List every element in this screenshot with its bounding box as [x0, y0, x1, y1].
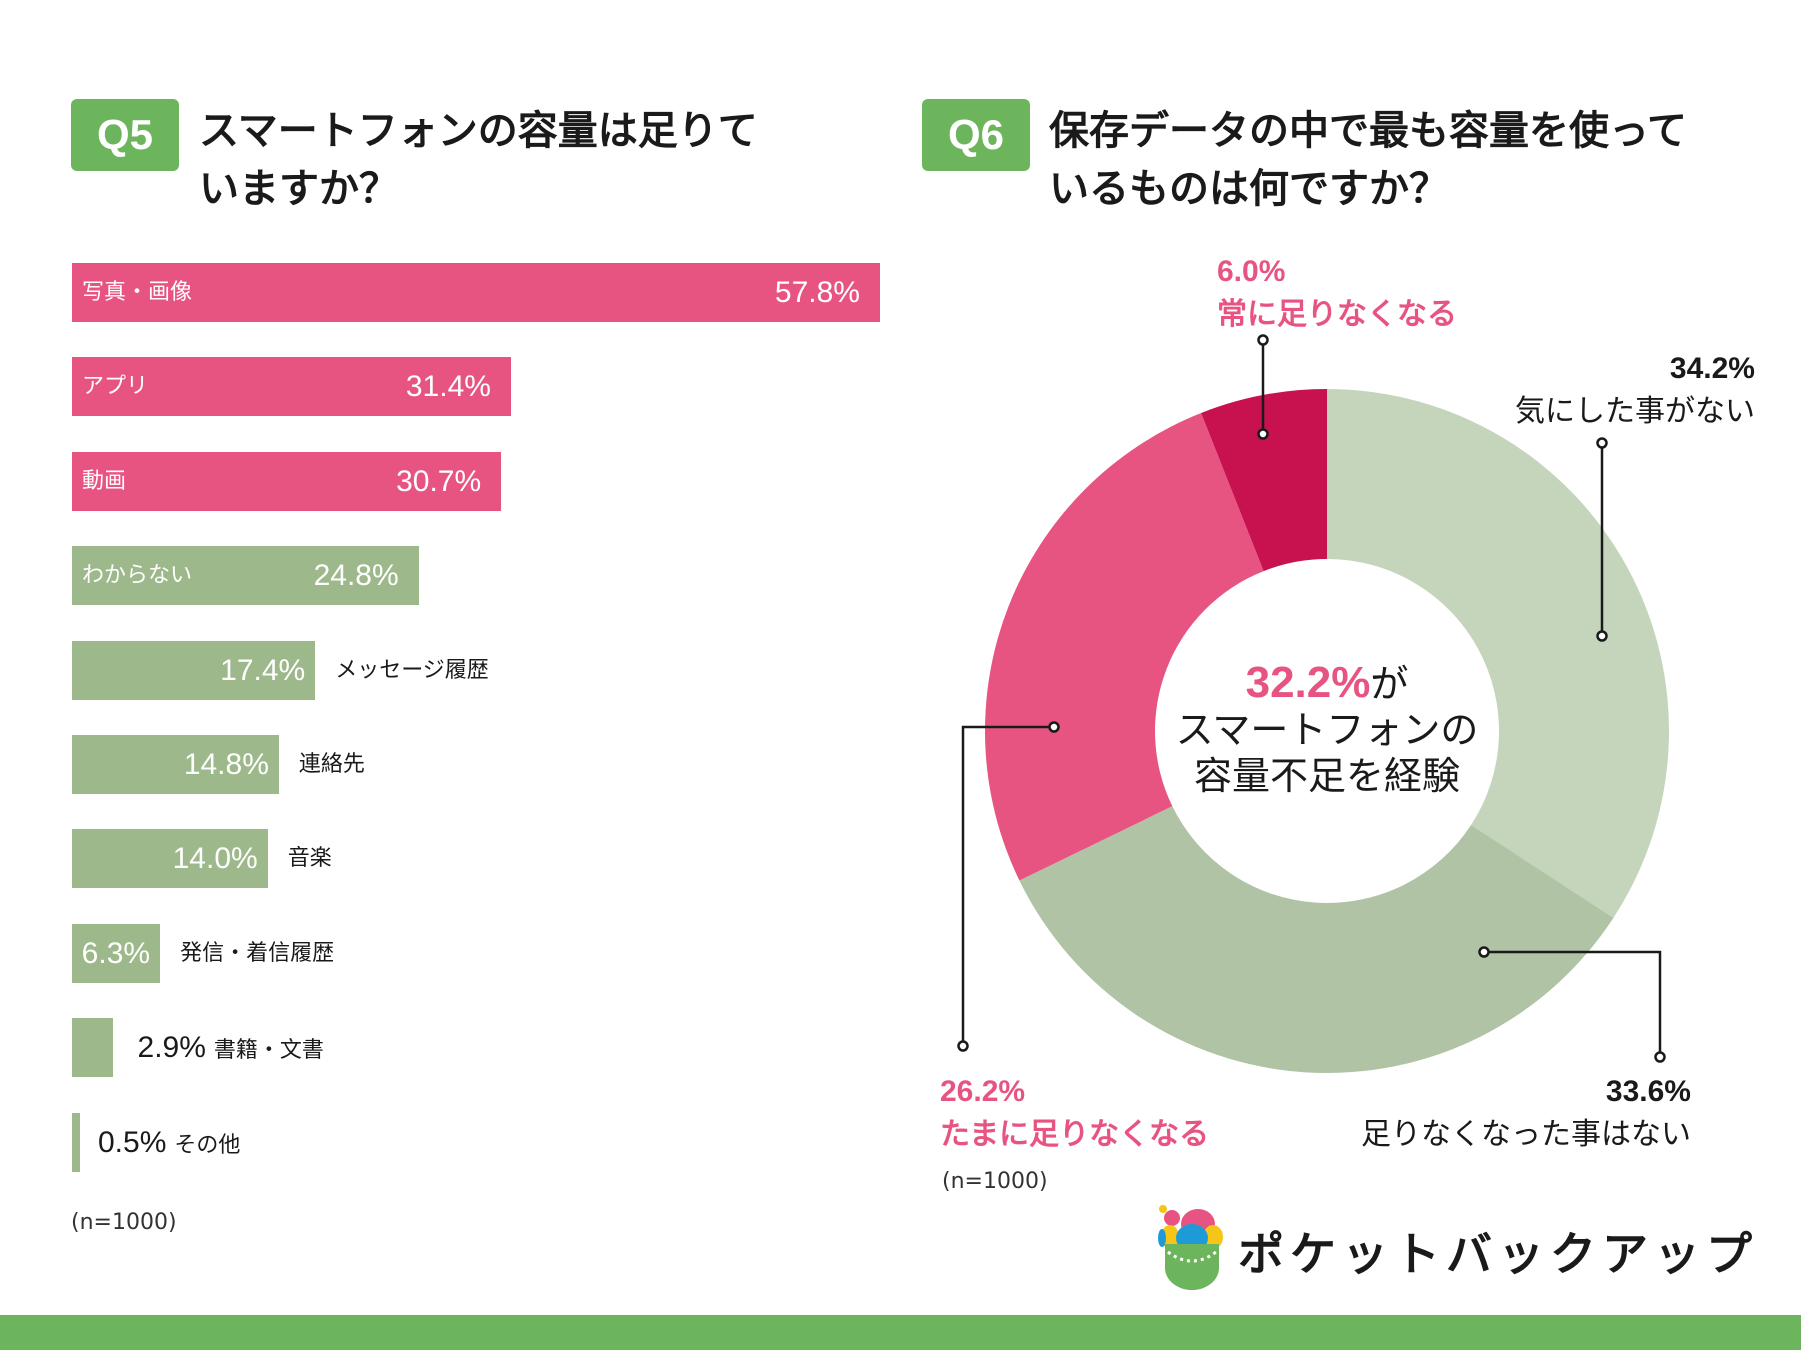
bar-label: メッセージ履歴 — [335, 657, 489, 683]
q5-badge: Q5 — [71, 99, 179, 171]
bar-label: アプリ — [82, 374, 149, 400]
leader-lines — [961, 340, 1662, 1057]
leader-line-never-short — [1484, 950, 1662, 1057]
bar-label: 写真・画像 — [82, 280, 193, 305]
q5-title: スマートフォンの容量は足りて いますか？ — [199, 102, 758, 218]
bar-label: 書籍・文書 — [213, 1038, 324, 1064]
label-always: 6.0% 常に足りなくなる — [1217, 255, 1457, 333]
q6-title-line1: 保存データの中で最も容量を使って — [1049, 108, 1687, 154]
footer-bar — [0, 1315, 1801, 1350]
donut-center-text: 32.2%が スマートフォンの 容量不足を経験 — [1127, 660, 1527, 799]
q5-title-line1: スマートフォンの容量は足りて — [199, 108, 758, 154]
bar: 6.3% — [72, 923, 161, 983]
bar: 動画 30.7% — [72, 451, 502, 511]
q6-title: 保存データの中で最も容量を使って いるものは何ですか？ — [1049, 102, 1687, 218]
center-highlight: 32.2% — [1245, 658, 1371, 707]
label-never-short-text: 足りなくなった事はない — [1361, 1117, 1691, 1152]
slice-always — [1201, 389, 1327, 572]
q5-title-line2: いますか？ — [199, 166, 399, 212]
leader-line-sometimes — [961, 725, 1054, 1046]
bar: 写真・画像 57.8% — [72, 263, 880, 322]
bar — [72, 1018, 113, 1078]
label-sometimes: 26.2% たまに足りなくなる — [940, 1075, 1209, 1153]
label-sometimes-value: 26.2% — [940, 1075, 1026, 1108]
bar-label: その他 — [174, 1132, 241, 1158]
logo-text: ポケットバックアップ — [1238, 1227, 1758, 1281]
label-always-text: 常に足りなくなる — [1217, 297, 1457, 332]
label-never-cared-value: 34.2% — [1669, 352, 1755, 385]
label-never-short-value: 33.6% — [1605, 1075, 1691, 1108]
label-never-short: 33.6% 足りなくなった事はない — [1361, 1075, 1691, 1153]
slice-never-cared — [1327, 389, 1669, 918]
bar-label: 連絡先 — [298, 752, 365, 777]
center-line2: スマートフォンの — [1175, 708, 1479, 752]
bar-value: 2.9% — [137, 1031, 206, 1065]
center-line3: 容量不足を経験 — [1193, 754, 1460, 798]
bar-value: 14.0% — [172, 842, 258, 876]
slice-sometimes — [984, 413, 1264, 881]
bar: アプリ 31.4% — [72, 357, 511, 417]
bar: 14.8% — [72, 735, 279, 794]
center-suffix: が — [1370, 662, 1409, 706]
bar-value: 0.5% — [98, 1125, 167, 1159]
bar-label: わからない — [82, 563, 193, 589]
bar-label: 音楽 — [287, 846, 332, 872]
bar-label: 発信・着信履歴 — [180, 940, 335, 966]
bar-value: 24.8% — [313, 559, 399, 593]
bar — [72, 1112, 80, 1172]
bar: 14.0% — [72, 829, 268, 889]
q6-title-line2: いるものは何ですか？ — [1049, 166, 1449, 212]
bar-value: 14.8% — [183, 748, 269, 781]
logo-icon — [1158, 1205, 1223, 1290]
leader-dots — [957, 334, 1666, 1063]
bar-label-group: 0.5% その他 — [98, 1113, 240, 1175]
bar-value: 6.3% — [81, 936, 151, 970]
label-always-value: 6.0% — [1217, 255, 1286, 288]
bar-value: 57.8% — [774, 276, 860, 309]
slice-never-short — [1019, 806, 1614, 1074]
label-sometimes-text: たまに足りなくなる — [940, 1117, 1210, 1152]
label-never-cared-text: 気にした事がない — [1515, 394, 1755, 429]
bar: 17.4% — [72, 640, 316, 700]
bar-label: 動画 — [82, 468, 127, 494]
label-never-cared: 34.2% 気にした事がない — [1515, 352, 1755, 430]
q5-sample-size: (n=1000) — [71, 1210, 177, 1235]
bar-value: 17.4% — [220, 653, 306, 687]
bar-value: 31.4% — [405, 370, 491, 404]
bar-label-group: 2.9% 書籍・文書 — [138, 1018, 324, 1080]
q6-sample-size: (n=1000) — [942, 1169, 1048, 1194]
q6-badge: Q6 — [922, 99, 1030, 171]
bar: わからない 24.8% — [72, 546, 419, 606]
bar-value: 30.7% — [396, 464, 482, 498]
